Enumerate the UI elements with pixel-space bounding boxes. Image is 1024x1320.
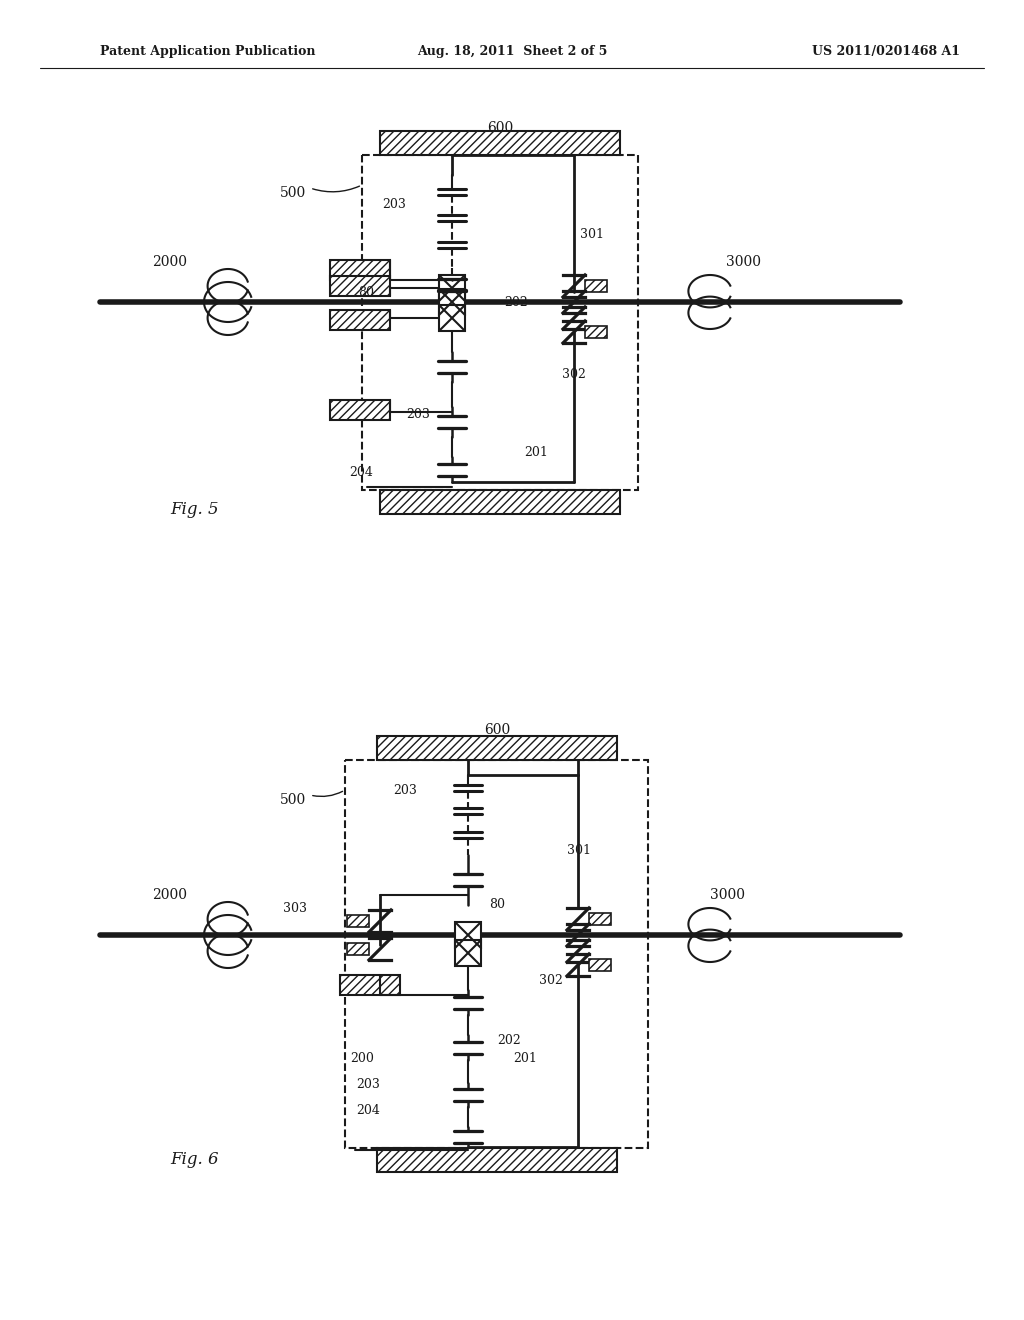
Text: 500: 500 [280, 793, 306, 807]
Text: 303: 303 [283, 902, 307, 915]
Text: 80: 80 [358, 285, 374, 298]
Text: Fig. 6: Fig. 6 [170, 1151, 219, 1168]
Bar [380, 131, 620, 154]
Text: Aug. 18, 2011  Sheet 2 of 5: Aug. 18, 2011 Sheet 2 of 5 [417, 45, 607, 58]
Bar [439, 275, 465, 301]
Bar [439, 305, 465, 331]
Text: 202: 202 [497, 1034, 521, 1047]
Bar [589, 960, 611, 972]
Bar [380, 490, 620, 513]
Bar [347, 942, 369, 954]
Bar [347, 915, 369, 927]
Text: Patent Application Publication: Patent Application Publication [100, 45, 315, 58]
Bar [377, 737, 617, 760]
Text: 80: 80 [489, 899, 505, 912]
Bar [330, 276, 390, 296]
Text: 203: 203 [407, 408, 430, 421]
Bar [585, 280, 607, 292]
Bar [330, 310, 390, 330]
Text: 301: 301 [567, 843, 591, 857]
Text: 203: 203 [382, 198, 406, 210]
Bar [439, 289, 465, 315]
Text: 201: 201 [524, 446, 548, 458]
Text: 203: 203 [356, 1078, 380, 1092]
Bar [345, 760, 648, 1148]
Bar [330, 400, 390, 420]
Text: 600: 600 [484, 723, 510, 737]
Bar [377, 1148, 617, 1172]
Text: 302: 302 [562, 368, 586, 381]
Bar [330, 260, 390, 280]
Bar [585, 326, 607, 338]
Text: 600: 600 [486, 121, 513, 135]
Text: 204: 204 [356, 1104, 380, 1117]
Text: 302: 302 [539, 974, 563, 986]
Text: 2000: 2000 [152, 888, 187, 902]
Text: Fig. 5: Fig. 5 [170, 502, 219, 519]
Text: 3000: 3000 [710, 888, 745, 902]
Text: 500: 500 [280, 186, 306, 201]
Text: 201: 201 [513, 1052, 537, 1064]
Text: 204: 204 [349, 466, 373, 479]
Bar [455, 940, 481, 966]
Text: 301: 301 [580, 228, 604, 242]
Text: 202: 202 [504, 296, 527, 309]
Bar [589, 913, 611, 925]
Text: 200: 200 [350, 1052, 374, 1064]
Text: 2000: 2000 [152, 255, 187, 269]
Text: US 2011/0201468 A1: US 2011/0201468 A1 [812, 45, 961, 58]
Text: 3000: 3000 [726, 255, 761, 269]
Text: 203: 203 [393, 784, 417, 796]
Bar [362, 154, 638, 490]
Bar [340, 975, 400, 995]
Bar [455, 921, 481, 948]
